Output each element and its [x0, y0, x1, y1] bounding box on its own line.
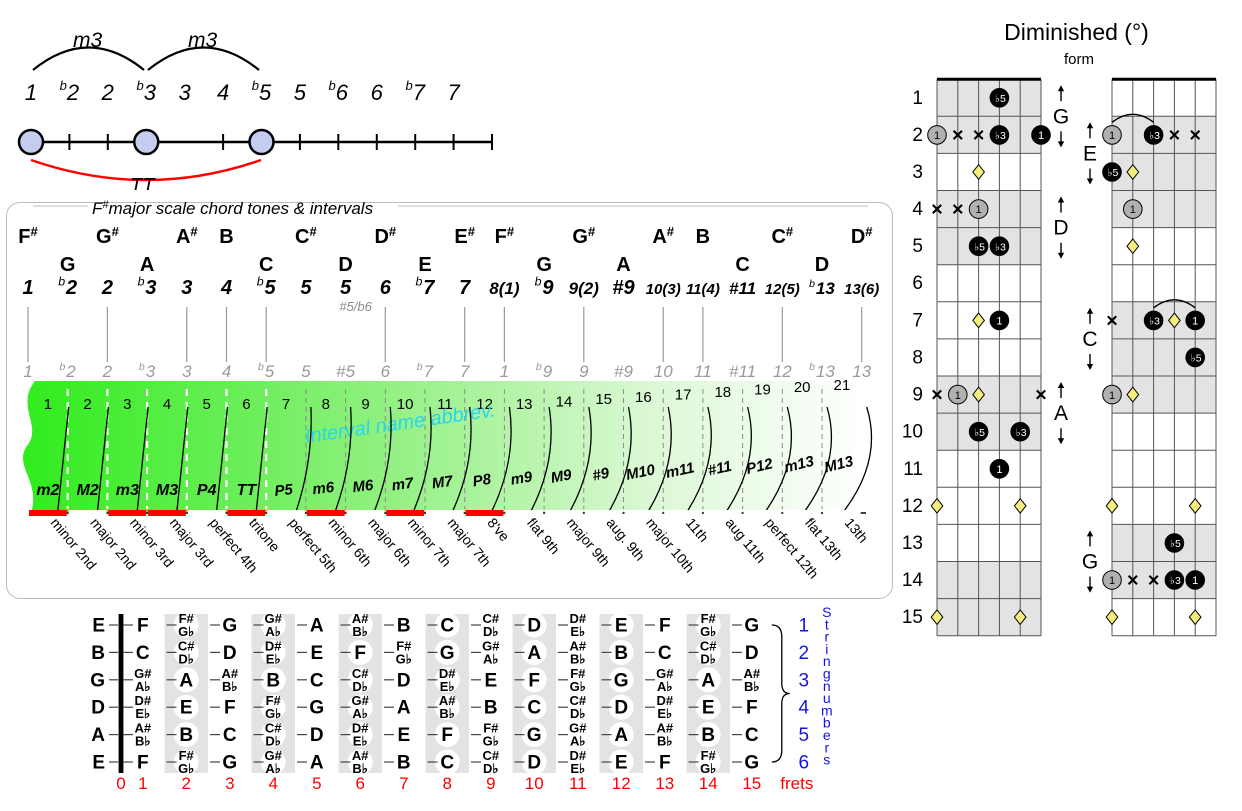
svg-text:♭5: ♭5 — [1170, 538, 1181, 550]
svg-text:♭3: ♭3 — [1170, 575, 1181, 587]
svg-text:1: 1 — [934, 130, 940, 142]
svg-text:♭5: ♭5 — [995, 93, 1006, 105]
svg-text:♭5: ♭5 — [974, 241, 985, 253]
svg-text:1: 1 — [1192, 316, 1198, 328]
svg-text:1: 1 — [1192, 575, 1198, 587]
svg-text:form: form — [1064, 51, 1094, 68]
svg-text:G: G — [1082, 551, 1098, 574]
svg-text:G: G — [1053, 105, 1069, 128]
svg-text:♭3: ♭3 — [1016, 427, 1027, 439]
svg-text:A: A — [1054, 402, 1068, 425]
svg-text:1: 1 — [1109, 390, 1115, 402]
svg-text:6: 6 — [912, 273, 923, 294]
svg-text:15: 15 — [902, 607, 923, 628]
svg-text:11: 11 — [903, 459, 923, 480]
svg-text:7: 7 — [912, 310, 923, 331]
svg-text:♭5: ♭5 — [1191, 353, 1202, 365]
svg-text:8: 8 — [912, 347, 923, 368]
svg-text:♭3: ♭3 — [995, 241, 1006, 253]
svg-text:♭3: ♭3 — [995, 130, 1006, 142]
svg-text:1: 1 — [976, 204, 982, 216]
svg-text:1: 1 — [996, 316, 1002, 328]
svg-text:Diminished (°): Diminished (°) — [1004, 19, 1149, 45]
svg-text:♭5: ♭5 — [974, 427, 985, 439]
svg-text:1: 1 — [1038, 130, 1044, 142]
svg-text:5: 5 — [912, 236, 923, 257]
svg-text:E: E — [1083, 142, 1097, 165]
svg-text:C: C — [1082, 328, 1097, 351]
svg-text:2: 2 — [912, 125, 923, 146]
svg-text:13: 13 — [902, 533, 923, 554]
svg-text:1: 1 — [1109, 130, 1115, 142]
svg-text:1: 1 — [996, 464, 1002, 476]
svg-text:1: 1 — [1130, 204, 1136, 216]
svg-text:1: 1 — [1109, 575, 1115, 587]
svg-text:♭3: ♭3 — [1149, 316, 1160, 328]
svg-text:14: 14 — [902, 570, 924, 591]
svg-text:12: 12 — [902, 496, 923, 517]
svg-text:1: 1 — [955, 390, 961, 402]
svg-text:D: D — [1053, 217, 1068, 240]
svg-text:1: 1 — [912, 88, 923, 109]
svg-text:♭3: ♭3 — [1149, 130, 1160, 142]
svg-text:9: 9 — [912, 385, 923, 406]
svg-text:3: 3 — [912, 162, 923, 183]
svg-text:♭5: ♭5 — [1108, 167, 1119, 179]
svg-text:10: 10 — [902, 422, 923, 443]
svg-text:4: 4 — [912, 199, 923, 220]
